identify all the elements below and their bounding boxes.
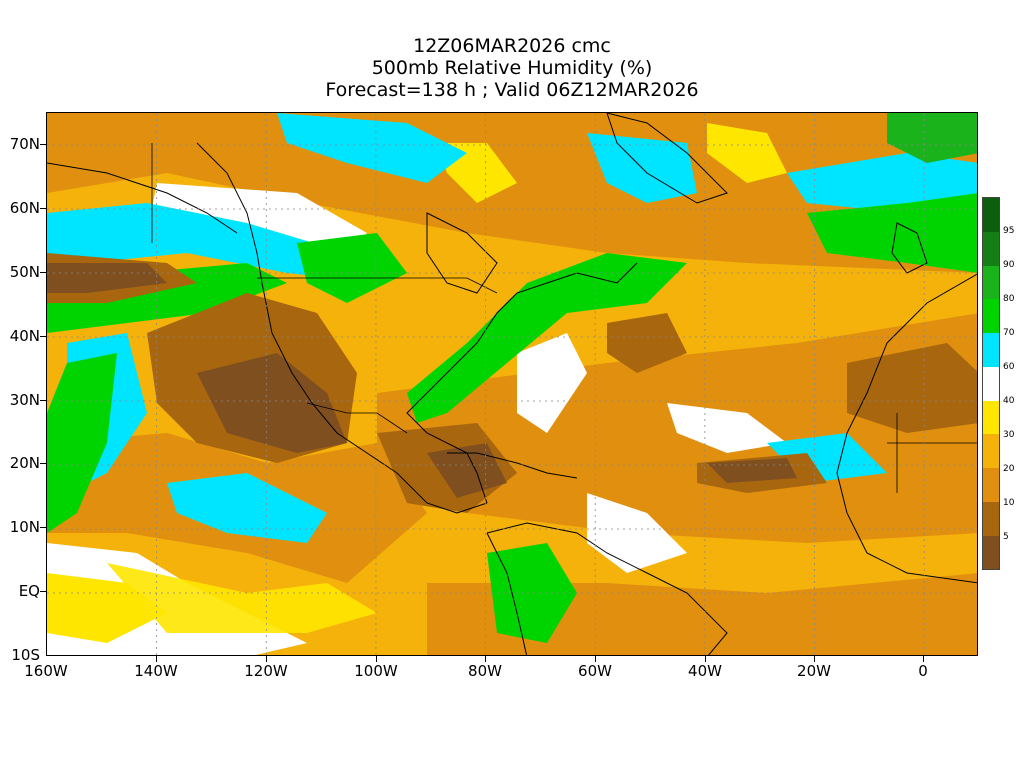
colorbar-label-10: 10 (1003, 498, 1015, 508)
lon-label-120w: 120W (244, 662, 288, 680)
field-darkbrown-centralamerica (427, 443, 507, 498)
border-us-mexico (306, 402, 408, 434)
field-yellow-greenland (707, 123, 787, 183)
lon-label-80w: 80W (468, 662, 502, 680)
lat-tick (40, 208, 46, 209)
lat-lon-grid (47, 113, 977, 655)
field-cyan-alaska (47, 203, 377, 283)
field-green-eastus (407, 253, 687, 423)
colorbar-segment (983, 467, 999, 502)
lat-tick (40, 272, 46, 273)
map-title-line1: 12Z06MAR2026 cmc (413, 35, 611, 57)
lat-label-10s: 10S (11, 646, 40, 664)
colorbar-segment (983, 434, 999, 469)
lon-tick (156, 656, 157, 662)
lon-tick (376, 656, 377, 662)
field-green-northatlantic (807, 193, 977, 273)
lat-label-70n: 70N (9, 135, 40, 153)
lon-tick (485, 656, 486, 662)
colorbar-label-95: 95 (1003, 226, 1015, 236)
coastline-caribbean (447, 452, 578, 479)
lat-label-eq: EQ (18, 582, 40, 600)
lat-label-40n: 40N (9, 327, 40, 345)
field-darkbrown-atlantic (707, 458, 797, 483)
colorbar-label-90: 90 (1003, 260, 1015, 270)
map-title-line3: Forecast=138 h ; Valid 06Z12MAR2026 (325, 79, 699, 101)
lon-label-140w: 140W (134, 662, 178, 680)
field-white-atlantic (667, 403, 787, 453)
lat-label-20n: 20N (9, 454, 40, 472)
lon-tick (266, 656, 267, 662)
lat-label-60n: 60N (9, 199, 40, 217)
coastline-africa-europe (836, 273, 977, 584)
lon-label-20w: 20W (797, 662, 831, 680)
lon-label-40w: 40W (688, 662, 722, 680)
field-white-venezuela (587, 493, 687, 573)
humidity-map (46, 112, 978, 656)
lat-tick (40, 400, 46, 401)
colorbar-segment (983, 501, 999, 536)
lon-tick (814, 656, 815, 662)
lon-label-0: 0 (918, 662, 928, 680)
lat-tick (40, 591, 46, 592)
coastline-south-america-north (486, 522, 728, 655)
lon-tick (923, 656, 924, 662)
lat-tick (40, 144, 46, 145)
field-green-southamerica (487, 543, 577, 643)
coastline-greenland (606, 113, 728, 204)
colorbar-label-60: 60 (1003, 362, 1015, 372)
field-white-eastcoast (517, 333, 587, 433)
colorbar-segment (983, 332, 999, 367)
colorbar-segment (983, 535, 999, 570)
lon-label-160w: 160W (24, 662, 68, 680)
colorbar-segment (983, 198, 999, 232)
colorbar-segment (983, 299, 999, 334)
coastline-west-north-america (196, 142, 488, 514)
lon-label-100w: 100W (354, 662, 398, 680)
humidity-field (47, 113, 977, 655)
colorbar-label-40: 40 (1003, 396, 1015, 406)
lat-label-30n: 30N (9, 391, 40, 409)
coastline-british-isles (891, 222, 928, 274)
lat-tick (40, 527, 46, 528)
colorbar-segment (983, 400, 999, 435)
colorbar-label-20: 20 (1003, 464, 1015, 474)
map-title-line2: 500mb Relative Humidity (%) (371, 57, 653, 79)
coastline-south-america-west (486, 532, 528, 655)
field-green-northplains (297, 233, 407, 303)
field-darkbrown-baja (197, 353, 347, 453)
colorbar-label-5: 5 (1003, 532, 1009, 542)
coastline-hudson-bay (426, 212, 498, 294)
lat-tick (40, 336, 46, 337)
colorbar-segment (983, 366, 999, 401)
lat-tick (40, 463, 46, 464)
field-yellow-eq (107, 563, 377, 633)
coastlines (47, 113, 977, 655)
colorbar-segment (983, 231, 999, 266)
coastline-alaska (47, 162, 238, 234)
lon-tick (705, 656, 706, 662)
field-brown-africa (847, 343, 977, 433)
lon-tick (595, 656, 596, 662)
colorbar-segment (983, 265, 999, 300)
field-green-pacific (47, 353, 117, 533)
field-brown-atlantic-1 (607, 313, 687, 373)
border-us-canada (257, 277, 498, 294)
lat-label-50n: 50N (9, 263, 40, 281)
lon-label-60w: 60W (578, 662, 612, 680)
colorbar (982, 197, 1000, 570)
field-darkgreen-arctic (887, 113, 977, 163)
field-darkbrown-pacific (47, 263, 167, 293)
colorbar-label-30: 30 (1003, 430, 1015, 440)
lat-label-10n: 10N (9, 518, 40, 536)
political-borders (151, 143, 977, 493)
colorbar-label-70: 70 (1003, 328, 1015, 338)
field-cyan-southwest (167, 473, 327, 543)
field-cyan-arctic (277, 113, 467, 183)
colorbar-label-80: 80 (1003, 294, 1015, 304)
coastline-east-north-america (406, 262, 638, 504)
